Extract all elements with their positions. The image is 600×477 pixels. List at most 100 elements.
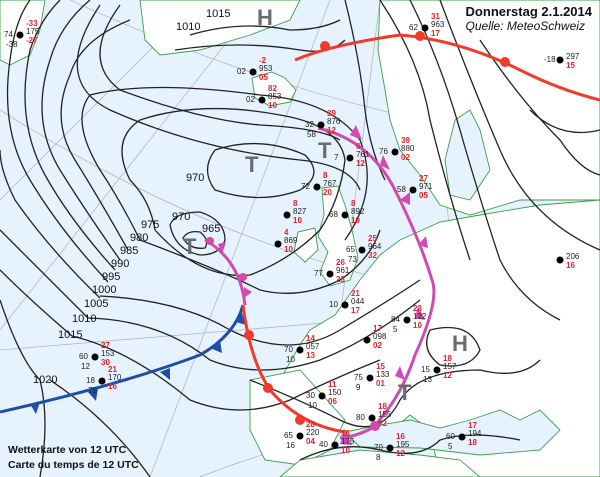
station-cloud-cover-icon xyxy=(341,301,349,309)
station-value: 8 xyxy=(323,171,328,180)
station-value: 10 xyxy=(268,101,277,110)
station-value: 175 xyxy=(341,437,355,446)
isobar-label: 995 xyxy=(102,271,120,283)
cold-front xyxy=(0,304,245,414)
isobar-label: 970 xyxy=(186,172,204,184)
isobar-label: 1005 xyxy=(84,298,108,310)
station-value: 12 xyxy=(356,159,365,168)
station-value: 7 xyxy=(334,153,339,162)
station-value: 10 xyxy=(329,300,338,309)
station-value: 853 xyxy=(268,92,282,101)
station-value: 11 xyxy=(328,380,337,389)
station-value: 23 xyxy=(336,275,345,284)
station-value: 68 xyxy=(329,210,338,219)
station-value: 04 xyxy=(306,437,315,446)
station-value: 17 xyxy=(351,306,360,315)
station-value: 02 xyxy=(378,419,387,428)
station-cloud-cover-icon xyxy=(458,433,466,441)
station-value: 964 xyxy=(368,242,382,251)
occluded-front-low xyxy=(204,238,247,306)
station-value: 8 xyxy=(351,199,356,208)
station-cloud-cover-icon xyxy=(317,121,325,129)
station-value: 297 xyxy=(566,52,580,61)
station-value: 8 xyxy=(376,453,381,462)
station-value: 044 xyxy=(351,297,365,306)
station-value: 10 xyxy=(284,245,293,254)
station-value: 72 xyxy=(301,182,310,191)
station-value: 02 xyxy=(401,153,410,162)
station-value: 19 xyxy=(351,216,360,225)
station-value: 10 xyxy=(293,216,302,225)
station-value: 869 xyxy=(284,236,298,245)
station-value: 5 xyxy=(393,325,398,334)
isobar-label: 1010 xyxy=(176,21,200,33)
station-value: 32 xyxy=(305,120,314,129)
station-value: 39 xyxy=(327,109,336,118)
station-value: 098 xyxy=(373,332,387,341)
station-value: 18 xyxy=(443,354,452,363)
station-value: 60 xyxy=(79,352,88,361)
station-value: 150 xyxy=(328,388,342,397)
station-cloud-cover-icon xyxy=(296,432,304,440)
station-cloud-cover-icon xyxy=(556,56,564,64)
station-value: 73 xyxy=(348,255,357,264)
station-cloud-cover-icon xyxy=(368,414,376,422)
isobar-label: 965 xyxy=(202,223,220,235)
isobar-label: 970 xyxy=(172,211,190,223)
station-value: 961 xyxy=(336,266,350,275)
station-value: 06 xyxy=(328,397,337,406)
high-marker: H xyxy=(452,331,468,356)
station-value: 963 xyxy=(431,20,445,29)
station-value: 16 xyxy=(396,432,405,441)
station-cloud-cover-icon xyxy=(358,246,366,254)
station-cloud-cover-icon xyxy=(433,366,441,374)
mediterranean xyxy=(344,409,561,456)
high-marker: H xyxy=(257,5,273,30)
warm-front-semicircles xyxy=(244,330,305,425)
station-cloud-cover-icon xyxy=(249,68,257,76)
isobar-label: 1000 xyxy=(92,284,116,296)
station-value: 133 xyxy=(376,370,390,379)
isobar-label: 980 xyxy=(130,232,148,244)
station-value: 16 xyxy=(286,441,295,450)
station-value: 175 xyxy=(26,27,40,36)
warm-front-north xyxy=(294,33,600,102)
caption-french: Carte du temps de 12 UTC xyxy=(8,459,139,471)
station-value: -18 xyxy=(544,55,556,64)
station-cloud-cover-icon xyxy=(274,240,282,248)
station-value: 892 xyxy=(351,207,365,216)
station-value: 12 xyxy=(443,371,452,380)
station-value: 17 xyxy=(431,29,440,38)
station-value: 30 xyxy=(101,358,110,367)
station-value: 21 xyxy=(351,289,360,298)
caption-german: Wetterkarte von 12 UTC xyxy=(8,444,127,456)
station-cloud-cover-icon xyxy=(326,270,334,278)
station-cloud-cover-icon xyxy=(366,374,374,382)
station-value: 4 xyxy=(284,228,289,237)
station-value: 30 xyxy=(306,391,315,400)
station-cloud-cover-icon xyxy=(283,211,291,219)
isobar-labels: 1010 1015 970 975 980 985 990 995 1000 1… xyxy=(33,8,230,386)
station-value: 12 xyxy=(81,362,90,371)
isobar-label: 985 xyxy=(120,245,138,257)
station-value: 12 xyxy=(327,126,336,135)
station-value: 65 xyxy=(346,245,355,254)
station-value: 75 xyxy=(354,373,363,382)
station-value: 32 xyxy=(368,251,377,260)
isobar-label: 1015 xyxy=(58,329,82,341)
station-value: 876 xyxy=(327,117,341,126)
station-value: 60 xyxy=(446,432,455,441)
station-value: 13 xyxy=(306,351,315,360)
station-value: 58 xyxy=(397,185,406,194)
station-value: 74 xyxy=(4,30,13,39)
station-value: 02 xyxy=(373,341,382,350)
station-cloud-cover-icon xyxy=(318,392,326,400)
station-value: 77 xyxy=(314,269,323,278)
map-title: Donnerstag 2.1.2014 xyxy=(465,4,592,19)
cold-front-triangles xyxy=(30,313,246,414)
station-cloud-cover-icon xyxy=(341,211,349,219)
